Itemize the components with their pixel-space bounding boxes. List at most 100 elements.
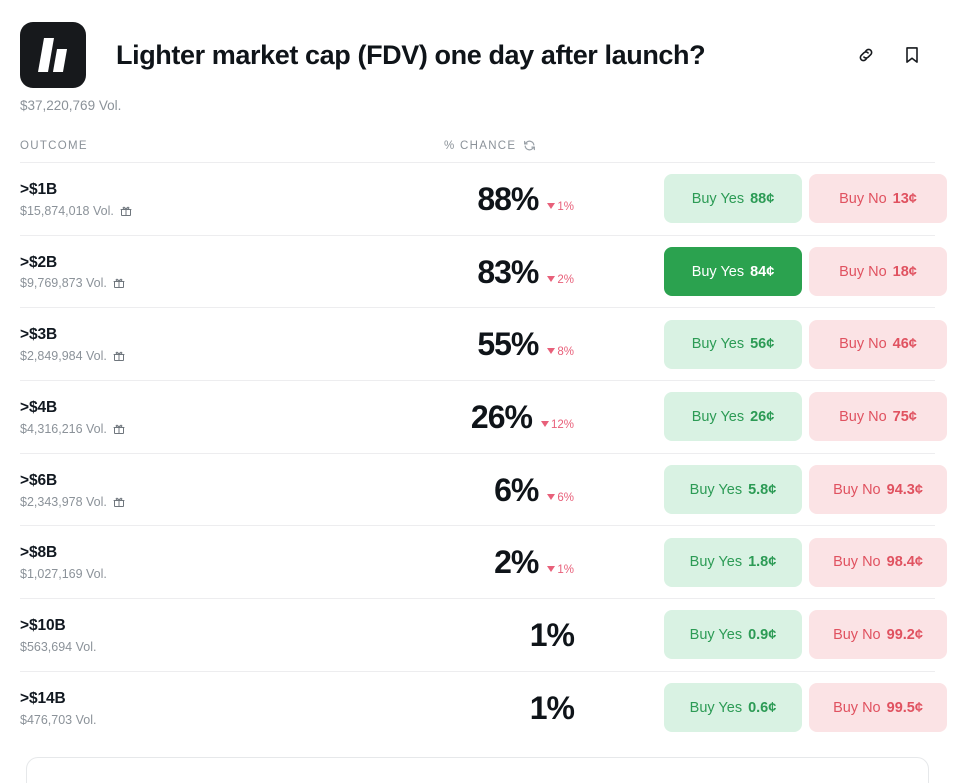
chance-wrap: 6% 6%: [444, 474, 574, 506]
table-row[interactable]: >$10B $563,694 Vol. 1% Buy Yes 0.9¢ Buy No 99.…: [20, 598, 947, 671]
buy-yes-label: Buy Yes: [689, 626, 743, 643]
gift-icon[interactable]: [113, 496, 125, 508]
chance-delta: 8%: [547, 346, 574, 358]
table-row[interactable]: >$1B $15,874,018 Vol. 88% 1% Buy Yes 88¢ Buy N…: [20, 162, 947, 235]
chance-delta-value: 8%: [557, 346, 574, 359]
actions-cell: Buy Yes 0.9¢ Buy No 99.2¢: [664, 610, 948, 660]
table-row[interactable]: >$6B $2,343,978 Vol. 6% 6% Buy Yes 5.8¢ Buy No…: [20, 452, 947, 526]
buy-yes-button[interactable]: Buy Yes 0.9¢: [664, 610, 802, 660]
buy-no-button[interactable]: Buy No 99.5¢: [809, 683, 947, 733]
column-header-chance-label: % CHANCE: [444, 139, 517, 152]
outcome-cell: >$2B $9,769,873 Vol.: [20, 253, 444, 290]
buy-no-button[interactable]: Buy No 94.3¢: [809, 465, 947, 515]
outcome-label[interactable]: >$1B: [20, 180, 58, 198]
outcome-volume-row: $563,694 Vol.: [20, 640, 444, 654]
gift-icon[interactable]: [113, 350, 125, 362]
gift-icon[interactable]: [113, 423, 125, 435]
buy-yes-button[interactable]: Buy Yes 5.8¢: [664, 465, 802, 515]
buy-no-button[interactable]: Buy No 13¢: [809, 174, 947, 224]
actions-cell: Buy Yes 84¢ Buy No 18¢: [664, 247, 948, 297]
triangle-down-icon: [547, 202, 556, 209]
chance-delta-value: 1%: [557, 200, 574, 213]
triangle-down-icon: [547, 566, 556, 573]
bookmark-icon[interactable]: [899, 42, 925, 68]
refresh-icon[interactable]: [523, 139, 536, 152]
buy-yes-price: 26¢: [750, 408, 775, 425]
outcome-volume: $4,316,216 Vol.: [20, 421, 107, 436]
gift-icon[interactable]: [120, 205, 132, 217]
outcome-volume-row: $9,769,873 Vol.: [20, 276, 444, 290]
buy-yes-label: Buy Yes: [689, 554, 743, 571]
outcome-volume-row: $2,343,978 Vol.: [20, 495, 444, 509]
buy-yes-price: 0.6¢: [748, 699, 777, 716]
chance-delta: 2%: [547, 274, 574, 286]
outcomes-table: >$1B $15,874,018 Vol. 88% 1% Buy Yes 88¢ Buy N…: [0, 162, 955, 744]
chance-delta-value: 1%: [557, 564, 574, 577]
table-row[interactable]: >$14B $476,703 Vol. 1% Buy Yes 0.6¢ Buy No 99.…: [20, 670, 947, 744]
actions-cell: Buy Yes 56¢ Buy No 46¢: [664, 319, 948, 369]
buy-yes-button[interactable]: Buy Yes 26¢: [664, 392, 802, 442]
chance-delta-value: 12%: [550, 418, 574, 431]
actions-cell: Buy Yes 26¢ Buy No 75¢: [664, 392, 948, 442]
chance-value: 83%: [477, 253, 539, 290]
buy-yes-label: Buy Yes: [689, 699, 743, 716]
chance-delta: 1%: [547, 201, 574, 213]
outcome-label[interactable]: >$2B: [20, 253, 58, 271]
chance-value: 55%: [477, 326, 539, 363]
triangle-down-icon: [547, 348, 556, 355]
gift-icon[interactable]: [113, 277, 125, 289]
buy-no-button[interactable]: Buy No 18¢: [809, 247, 947, 297]
triangle-down-icon: [540, 420, 549, 427]
table-row[interactable]: >$2B $9,769,873 Vol. 83% 2% Buy Yes 84¢ Buy No…: [20, 234, 947, 308]
buy-yes-label: Buy Yes: [691, 190, 745, 207]
table-row[interactable]: >$3B $2,849,984 Vol. 55% 8% Buy Yes 56¢ Buy No…: [20, 307, 947, 380]
buy-no-price: 75¢: [892, 408, 917, 425]
chance-delta: 12%: [540, 418, 574, 431]
outcome-volume: $15,874,018 Vol.: [20, 203, 114, 218]
outcome-volume: $476,703 Vol.: [20, 712, 97, 727]
buy-yes-button[interactable]: Buy Yes 1.8¢: [664, 537, 802, 587]
bottom-panel: [26, 757, 929, 783]
header-actions: [853, 42, 925, 68]
outcome-cell: >$6B $2,343,978 Vol.: [20, 471, 444, 509]
buy-yes-price: 84¢: [750, 263, 775, 280]
buy-no-button[interactable]: Buy No 46¢: [809, 319, 947, 369]
logo-bar-left: [38, 38, 54, 72]
outcome-volume-row: $15,874,018 Vol.: [20, 204, 444, 218]
outcome-label[interactable]: >$6B: [20, 471, 58, 489]
chance-value: 88%: [477, 180, 539, 217]
logo-bar-right: [52, 49, 68, 72]
outcome-volume-row: $2,849,984 Vol.: [20, 349, 444, 363]
buy-yes-price: 1.8¢: [748, 554, 777, 571]
outcome-label[interactable]: >$8B: [20, 544, 58, 562]
table-row[interactable]: >$4B $4,316,216 Vol. 26% 12% Buy Yes 26¢ Buy N…: [20, 380, 947, 453]
table-header: OUTCOME % CHANCE: [0, 113, 955, 162]
outcome-volume: $563,694 Vol.: [20, 639, 97, 654]
chance-cell: 1%: [444, 619, 664, 651]
buy-no-price: 99.2¢: [886, 626, 923, 643]
buy-no-button[interactable]: Buy No 75¢: [809, 392, 947, 442]
buy-no-label: Buy No: [833, 626, 881, 643]
chance-wrap: 55% 8%: [444, 328, 574, 360]
buy-no-price: 13¢: [892, 190, 917, 207]
buy-no-label: Buy No: [839, 263, 887, 280]
buy-yes-button[interactable]: Buy Yes 56¢: [664, 319, 802, 369]
buy-yes-button[interactable]: Buy Yes 84¢: [664, 247, 802, 297]
buy-no-button[interactable]: Buy No 99.2¢: [809, 610, 947, 660]
buy-no-label: Buy No: [833, 481, 881, 498]
buy-no-button[interactable]: Buy No 98.4¢: [809, 537, 947, 587]
actions-cell: Buy Yes 88¢ Buy No 13¢: [664, 174, 948, 224]
outcome-label[interactable]: >$10B: [20, 617, 66, 634]
outcome-label[interactable]: >$4B: [20, 398, 58, 416]
chance-wrap: 88% 1%: [444, 183, 574, 215]
chance-cell: 6% 6%: [444, 474, 664, 506]
triangle-down-icon: [547, 493, 556, 500]
table-row[interactable]: >$8B $1,027,169 Vol. 2% 1% Buy Yes 1.8¢ Buy No…: [20, 525, 947, 598]
buy-yes-button[interactable]: Buy Yes 88¢: [664, 174, 802, 224]
copy-link-icon[interactable]: [853, 42, 879, 68]
outcome-label[interactable]: >$3B: [20, 326, 58, 344]
outcome-label[interactable]: >$14B: [20, 689, 66, 707]
outcome-volume: $9,769,873 Vol.: [20, 276, 107, 291]
chance-value: 1%: [529, 616, 575, 653]
buy-yes-button[interactable]: Buy Yes 0.6¢: [664, 683, 802, 733]
